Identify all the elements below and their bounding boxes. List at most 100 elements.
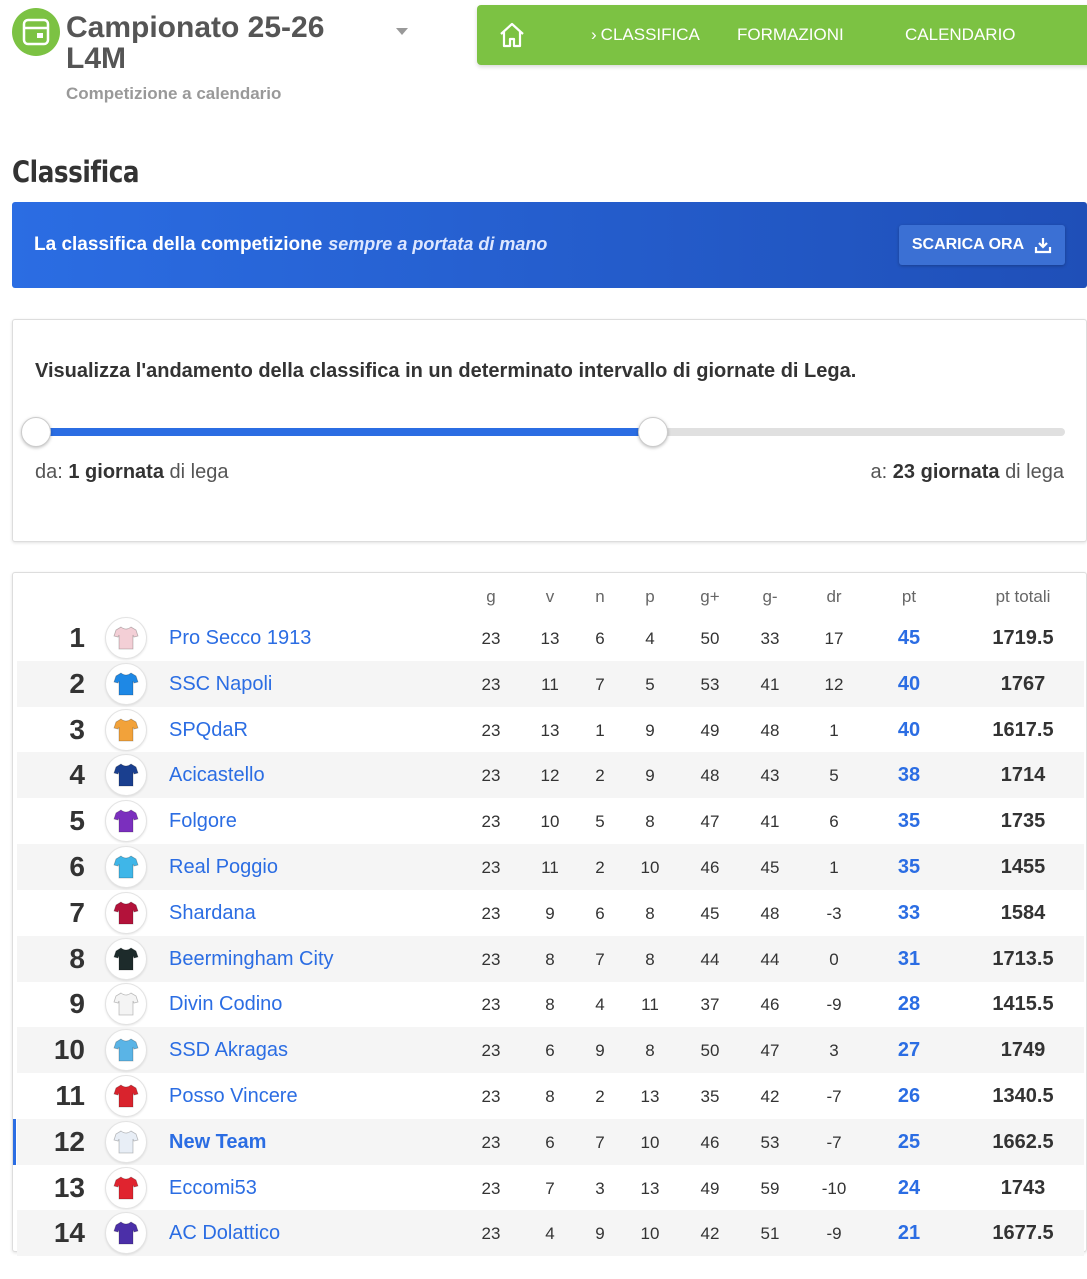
team-name-link[interactable]: Real Poggio xyxy=(169,856,278,878)
stat-pt: 35 xyxy=(897,856,921,878)
stat-n: 3 xyxy=(595,1178,605,1198)
stat-dr: 5 xyxy=(829,766,839,786)
rank-position: 9 xyxy=(69,988,85,1020)
table-row[interactable]: 14 AC Dolattico 23 4 9 10 42 51 -9 21 1677.5 xyxy=(17,1210,1084,1257)
home-icon[interactable] xyxy=(497,21,527,49)
team-name-link[interactable]: Pro Secco 1913 xyxy=(169,627,312,649)
stat-pt: 33 xyxy=(897,901,921,924)
shirt-icon xyxy=(113,992,139,1016)
nav-formazioni[interactable]: FORMAZIONI xyxy=(737,25,844,44)
team-name-link[interactable]: Shardana xyxy=(169,901,256,924)
stat-ga: 47 xyxy=(760,1041,780,1061)
column-header[interactable]: p xyxy=(645,587,655,606)
stat-ga: 43 xyxy=(760,766,780,786)
stat-tot: 1735 xyxy=(1000,810,1046,833)
team-name-link[interactable]: Posso Vincere xyxy=(169,1085,298,1107)
stat-gf: 45 xyxy=(700,903,720,923)
table-row[interactable]: 13 Eccomi53 23 7 3 13 49 59 -10 24 1743 xyxy=(17,1165,1084,1211)
stat-v: 11 xyxy=(541,674,559,694)
nav-calendario[interactable]: CALENDARIO xyxy=(905,25,1016,44)
table-row[interactable]: 2 SSC Napoli 23 11 7 5 53 41 12 40 1767 xyxy=(17,660,1084,707)
rank-position: 1 xyxy=(69,622,85,653)
stat-dr: -3 xyxy=(826,903,842,923)
stat-p: 10 xyxy=(640,858,660,877)
team-shirt xyxy=(105,617,147,659)
shirt-icon xyxy=(113,626,139,650)
column-header[interactable]: dr xyxy=(826,587,842,606)
team-name-link[interactable]: New Team xyxy=(169,1130,267,1153)
stat-dr: 6 xyxy=(829,812,839,832)
stat-gf: 46 xyxy=(700,1132,720,1152)
column-header[interactable]: g- xyxy=(762,587,778,606)
stat-pt: 40 xyxy=(897,718,921,741)
table-row[interactable]: 10 SSD Akragas 23 6 9 8 50 47 3 27 1749 xyxy=(17,1027,1084,1074)
table-row[interactable]: 8 Beermingham City 23 8 7 8 44 44 0 31 1713.5 xyxy=(17,935,1084,982)
team-shirt xyxy=(105,1212,147,1255)
download-button-label: SCARICA ORA xyxy=(911,236,1025,253)
team-name-link[interactable]: Eccomi53 xyxy=(169,1176,257,1199)
stat-dr: -10 xyxy=(821,1178,847,1198)
banner-text-main: La classifica della competizione xyxy=(34,234,323,255)
range-from-suffix: di lega xyxy=(169,461,229,483)
table-row[interactable]: 12 New Team 23 6 7 10 46 53 -7 25 1662.5 xyxy=(13,1118,1084,1165)
team-name-link[interactable]: Divin Codino xyxy=(169,993,283,1016)
rank-position: 4 xyxy=(69,759,85,791)
stat-v: 11 xyxy=(541,858,559,877)
download-banner: La classifica della competizione sempre a… xyxy=(12,202,1087,288)
team-name-link[interactable]: Folgore xyxy=(169,810,237,833)
table-row[interactable]: 9 Divin Codino 23 8 4 11 37 46 -9 28 1415.5 xyxy=(17,981,1084,1027)
competition-header: Campionato 25-26 L4M Competizione a cale… xyxy=(0,0,1087,120)
download-button[interactable]: SCARICA ORA xyxy=(899,225,1065,265)
table-row[interactable]: 1 Pro Secco 1913 23 13 6 4 50 33 17 45 1719.5 xyxy=(17,615,1084,661)
table-row[interactable]: 5 Folgore 23 10 5 8 47 41 6 35 1735 xyxy=(17,798,1084,844)
team-shirt xyxy=(105,1166,147,1209)
stat-ga: 45 xyxy=(760,858,780,877)
column-header[interactable]: pt totali xyxy=(995,587,1051,606)
stat-v: 7 xyxy=(545,1178,555,1198)
team-name-link[interactable]: SSD Akragas xyxy=(169,1039,288,1062)
range-to-label: a: 23 giornata di lega xyxy=(871,461,1064,484)
page-title: Classifica xyxy=(12,155,140,189)
stat-tot: 1767 xyxy=(1000,672,1046,695)
team-name-link[interactable]: SPQdaR xyxy=(169,718,248,741)
range-filter-card: Visualizza l'andamento della classifica … xyxy=(12,319,1087,542)
nav-classifica[interactable]: CLASSIFICA xyxy=(591,25,700,45)
stat-gf: 48 xyxy=(700,766,720,786)
stat-tot: 1713.5 xyxy=(992,947,1054,970)
stat-gf: 35 xyxy=(700,1087,720,1106)
range-slider-handle-from[interactable] xyxy=(21,417,51,447)
team-name-link[interactable]: SSC Napoli xyxy=(169,672,273,695)
range-slider-handle-to[interactable] xyxy=(638,417,668,447)
team-name-link[interactable]: Beermingham City xyxy=(169,947,334,970)
banner-text-em: sempre a portata di mano xyxy=(328,234,548,254)
column-header[interactable]: pt xyxy=(901,587,917,606)
stat-n: 1 xyxy=(595,720,605,740)
rank-position: 12 xyxy=(53,1125,85,1157)
stat-gf: 53 xyxy=(700,674,720,694)
stat-ga: 33 xyxy=(760,629,780,648)
stat-ga: 41 xyxy=(760,674,780,694)
rank-position: 2 xyxy=(69,667,85,699)
stat-gf: 50 xyxy=(700,629,720,648)
stat-gf: 47 xyxy=(700,812,720,832)
column-header[interactable]: v xyxy=(545,587,555,606)
table-row[interactable]: 11 Posso Vincere 23 8 2 13 35 42 -7 26 1340.5 xyxy=(17,1073,1084,1119)
table-row[interactable]: 4 Acicastello 23 12 2 9 48 43 5 38 1714 xyxy=(17,752,1084,799)
stat-ga: 59 xyxy=(760,1178,780,1198)
stat-dr: 1 xyxy=(829,720,839,740)
stat-p: 8 xyxy=(645,812,655,832)
table-row[interactable]: 3 SPQdaR 23 13 1 9 49 48 1 40 1617.5 xyxy=(17,707,1084,753)
stat-g: 23 xyxy=(481,1132,501,1152)
table-row[interactable]: 7 Shardana 23 9 6 8 45 48 -3 33 1584 xyxy=(17,890,1084,936)
column-header[interactable]: n xyxy=(595,587,605,606)
range-slider-track[interactable] xyxy=(35,428,1065,436)
team-name-link[interactable]: AC Dolattico xyxy=(169,1222,281,1245)
column-header[interactable]: g xyxy=(486,587,496,606)
stat-gf: 37 xyxy=(700,995,720,1015)
column-header[interactable]: g+ xyxy=(700,587,720,606)
table-row[interactable]: 6 Real Poggio 23 11 2 10 46 45 1 35 1455 xyxy=(17,844,1084,890)
chevron-down-icon[interactable] xyxy=(396,28,408,35)
stat-dr: -7 xyxy=(826,1132,842,1152)
team-name-link[interactable]: Acicastello xyxy=(169,764,265,787)
stat-gf: 42 xyxy=(700,1224,720,1244)
